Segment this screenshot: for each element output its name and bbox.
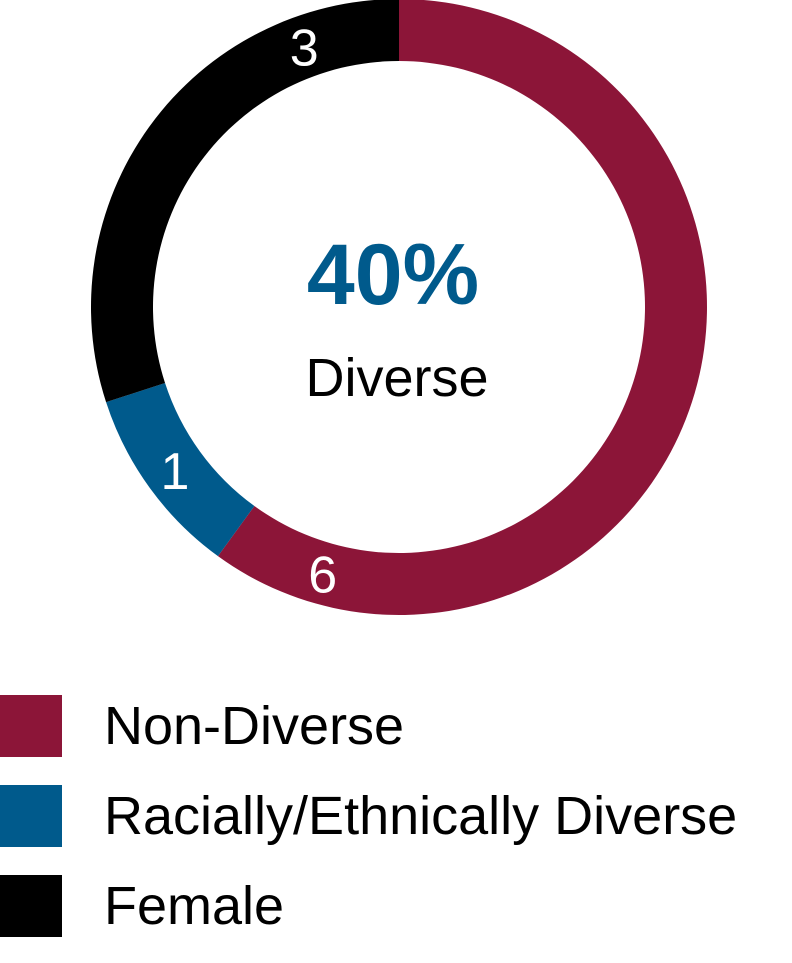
legend-item-female: Female (0, 873, 792, 963)
center-percentage: 40% (307, 227, 479, 323)
legend-swatch-female (0, 875, 62, 937)
legend-swatch-non-diverse (0, 695, 62, 757)
slice-racially-ethnically-diverse (106, 383, 255, 557)
legend-label-female: Female (104, 876, 285, 936)
legend-swatch-racially-ethnically-diverse (0, 785, 62, 847)
legend: Non-Diverse Racially/Ethnically Diverse … (0, 693, 792, 963)
slice-label-female: 3 (290, 20, 319, 78)
legend-item-racially-ethnically-diverse: Racially/Ethnically Diverse (0, 783, 792, 873)
legend-label-non-diverse: Non-Diverse (104, 696, 405, 756)
legend-label-racially-ethnically-diverse: Racially/Ethnically Diverse (104, 786, 738, 846)
slice-label-racially-ethnically-diverse: 1 (160, 443, 189, 501)
slice-non-diverse (217, 0, 707, 615)
donut-chart: 6 1 3 40% Diverse (91, 0, 707, 615)
slice-female (91, 0, 399, 403)
slice-label-non-diverse: 6 (308, 546, 337, 604)
center-caption: Diverse (305, 348, 488, 408)
donut-slices (91, 0, 707, 615)
slice-labels: 6 1 3 (160, 20, 337, 605)
legend-item-non-diverse: Non-Diverse (0, 693, 792, 783)
